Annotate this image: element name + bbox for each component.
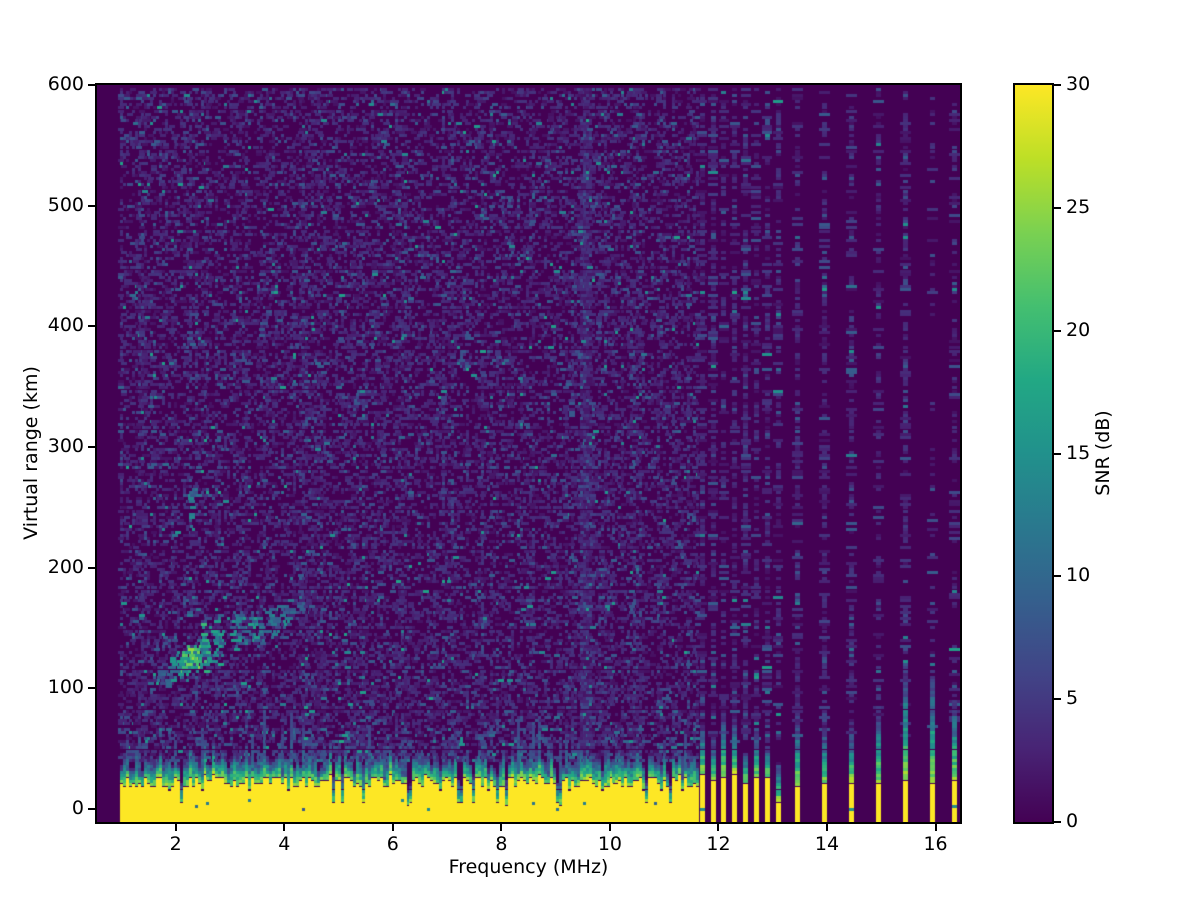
y-tick-label: 400	[47, 314, 84, 337]
x-axis-label: Frequency (MHz)	[448, 856, 609, 878]
colorbar-tick-mark	[1054, 452, 1061, 455]
y-tick-mark	[88, 204, 95, 207]
y-tick-mark	[88, 445, 95, 448]
y-tick-label: 600	[47, 73, 84, 95]
x-tick-mark	[500, 824, 503, 831]
x-tick-mark	[174, 824, 177, 831]
colorbar-tick-label: 25	[1066, 195, 1091, 218]
colorbar-tick-label: 30	[1066, 73, 1091, 95]
y-tick-mark	[88, 325, 95, 328]
colorbar-tick-mark	[1054, 698, 1061, 701]
colorbar-tick-mark	[1054, 329, 1061, 332]
x-tick-mark	[934, 824, 937, 831]
y-tick-mark	[88, 687, 95, 690]
ionogram-heatmap	[97, 85, 960, 822]
colorbar-tick-label: 5	[1066, 687, 1079, 710]
x-tick-label: 6	[386, 833, 399, 855]
x-tick-label: 10	[597, 833, 622, 855]
y-tick-label: 200	[47, 555, 84, 578]
x-tick-mark	[717, 824, 720, 831]
x-tick-mark	[826, 824, 829, 831]
y-axis-label: Virtual range (km)	[20, 366, 42, 540]
x-tick-label: 2	[169, 833, 182, 855]
y-tick-mark	[88, 807, 95, 810]
colorbar-tick-label: 20	[1066, 318, 1091, 341]
y-tick-label: 100	[47, 676, 84, 699]
y-tick-label: 500	[47, 193, 84, 216]
colorbar-tick-label: 0	[1066, 810, 1079, 832]
x-tick-label: 16	[923, 833, 948, 855]
colorbar-tick-mark	[1054, 84, 1061, 86]
x-tick-label: 4	[278, 833, 291, 855]
x-tick-label: 8	[495, 833, 508, 855]
y-tick-label: 300	[47, 434, 84, 457]
colorbar-tick-label: 15	[1066, 441, 1091, 464]
y-tick-mark	[88, 566, 95, 569]
colorbar-gradient	[1015, 85, 1052, 822]
x-tick-mark	[283, 824, 286, 831]
x-tick-mark	[391, 824, 394, 831]
colorbar	[1013, 83, 1054, 824]
y-tick-mark	[88, 84, 95, 86]
colorbar-tick-label: 10	[1066, 564, 1091, 587]
x-tick-label: 12	[706, 833, 731, 855]
colorbar-tick-mark	[1054, 575, 1061, 578]
colorbar-tick-mark	[1054, 206, 1061, 209]
colorbar-tick-mark	[1054, 821, 1061, 823]
x-tick-mark	[608, 824, 611, 831]
y-tick-label: 0	[71, 796, 84, 819]
x-tick-label: 14	[814, 833, 840, 855]
colorbar-label: SNR (dB)	[1092, 410, 1114, 496]
